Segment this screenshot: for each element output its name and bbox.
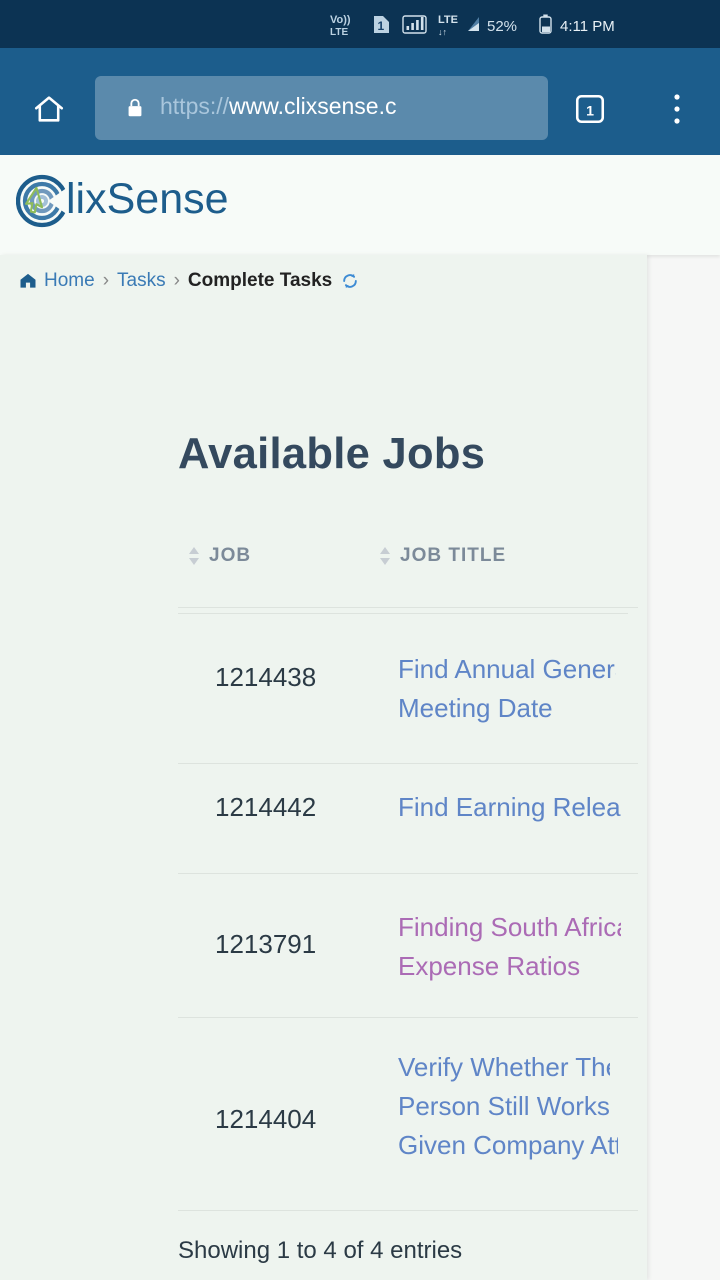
svg-text:1: 1 xyxy=(586,103,594,119)
svg-text:Vo)): Vo)) xyxy=(330,14,351,26)
svg-text:1: 1 xyxy=(378,19,385,33)
svg-text:4:11 PM: 4:11 PM xyxy=(560,18,615,35)
svg-text:↓↑: ↓↑ xyxy=(438,27,447,37)
svg-text:LTE: LTE xyxy=(330,27,348,38)
svg-text:52%: 52% xyxy=(487,18,517,35)
svg-text:LTE: LTE xyxy=(438,14,458,26)
